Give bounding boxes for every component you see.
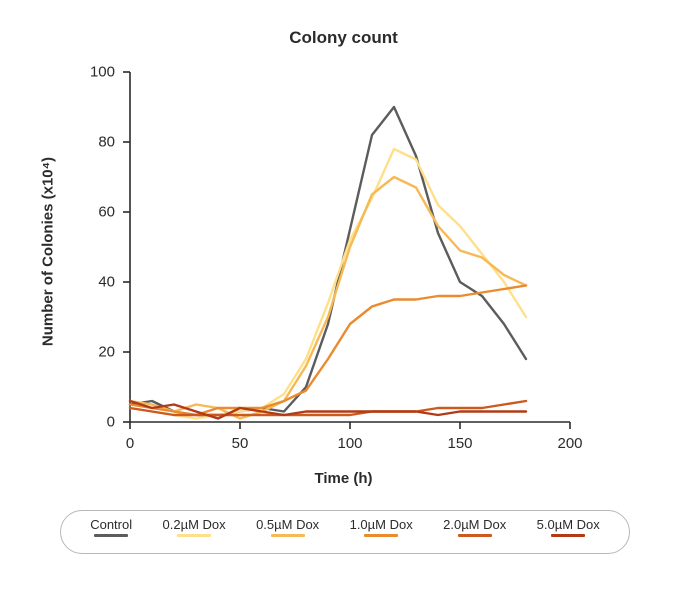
x-tick-label: 50	[232, 435, 249, 452]
legend-swatch	[364, 534, 398, 537]
legend-item: 0.5µM Dox	[256, 517, 319, 537]
y-tick-label: 20	[98, 344, 115, 361]
y-tick-label: 60	[98, 204, 115, 221]
legend-label: 5.0µM Dox	[537, 517, 600, 532]
chart-container: Colony count Number of Colonies (x10⁴) T…	[0, 0, 687, 600]
y-axis-label: Number of Colonies (x10⁴)	[40, 121, 57, 381]
x-tick-label: 200	[557, 435, 582, 452]
chart-title: Colony count	[0, 28, 687, 48]
legend-item: 2.0µM Dox	[443, 517, 506, 537]
legend-item: 5.0µM Dox	[537, 517, 600, 537]
legend: Control 0.2µM Dox 0.5µM Dox 1.0µM Dox 2.0µM …	[60, 510, 630, 554]
y-tick-label: 40	[98, 274, 115, 291]
legend-label: 0.5µM Dox	[256, 517, 319, 532]
legend-label: 0.2µM Dox	[163, 517, 226, 532]
legend-swatch	[94, 534, 128, 537]
y-tick-label: 80	[98, 134, 115, 151]
y-tick-label: 100	[90, 64, 115, 81]
legend-swatch	[458, 534, 492, 537]
legend-label: 2.0µM Dox	[443, 517, 506, 532]
x-tick-label: 150	[447, 435, 472, 452]
legend-item: 1.0µM Dox	[350, 517, 413, 537]
y-tick-label: 0	[107, 414, 115, 431]
plot-svg	[120, 62, 580, 443]
legend-swatch	[271, 534, 305, 537]
legend-item: 0.2µM Dox	[163, 517, 226, 537]
x-tick-label: 0	[126, 435, 134, 452]
legend-item: Control	[90, 517, 132, 537]
legend-swatch	[551, 534, 585, 537]
legend-label: Control	[90, 517, 132, 532]
legend-swatch	[177, 534, 211, 537]
x-tick-label: 100	[337, 435, 362, 452]
x-axis-label: Time (h)	[0, 470, 687, 487]
legend-label: 1.0µM Dox	[350, 517, 413, 532]
